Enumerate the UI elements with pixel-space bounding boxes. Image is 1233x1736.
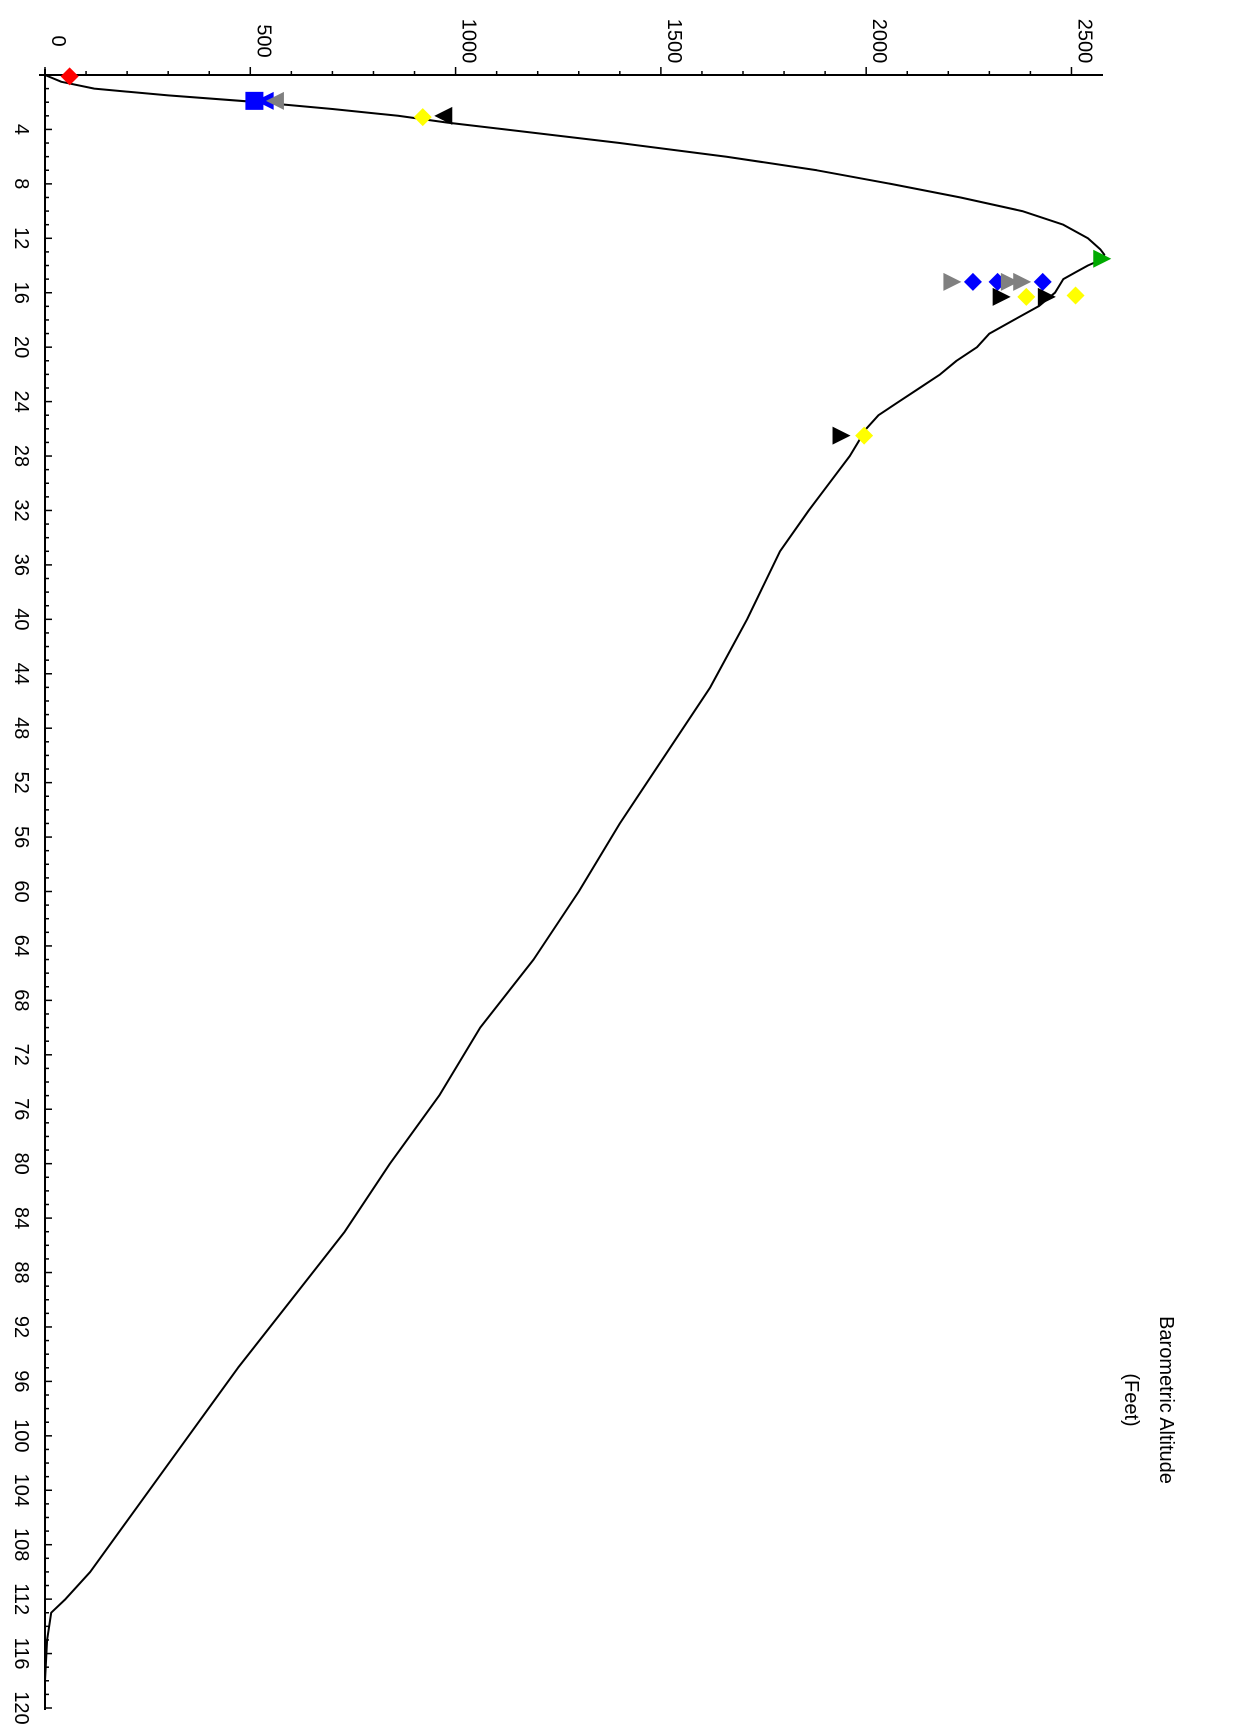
triangle-marker [1000,272,1019,291]
square-marker [245,91,264,110]
y-axis: 0 500 1000 1500 2000 2500 [39,19,1103,76]
diamond-marker [855,426,874,445]
marker-layer [60,67,1112,445]
x-tick-label: 68 [10,989,32,1011]
x-tick-label: 88 [10,1261,32,1283]
x-tick-label: 72 [10,1044,32,1066]
legend-label-line1: Barometric Altitude [1155,1316,1177,1484]
triangle-marker [255,91,274,110]
x-tick-label: 44 [10,663,32,685]
x-tick-label: 108 [10,1528,32,1561]
x-tick-label: 80 [10,1153,32,1175]
y-tick-label: 500 [252,24,274,57]
triangle-marker [1093,249,1112,268]
x-tick-label: 8 [10,178,32,189]
y-tick-label: 1500 [663,19,685,64]
x-tick-label: 12 [10,227,32,249]
x-tick-label: 20 [10,336,32,358]
x-tick-label: 28 [10,445,32,467]
y-tick-label: 2000 [868,19,890,64]
x-tick-label: 104 [10,1474,32,1507]
x-tick-label: 112 [10,1583,32,1615]
x-tick-label: 4 [10,124,32,135]
x-tick-label: 64 [10,935,32,957]
triangle-marker [992,287,1011,306]
diamond-marker [1033,272,1052,291]
x-tick-label: 52 [10,772,32,794]
x-tick-label: 32 [10,499,32,521]
x-tick-label: 116 [10,1638,32,1670]
diamond-marker [1066,286,1085,305]
x-tick-label: 92 [10,1316,32,1338]
x-tick-label: 56 [10,826,32,848]
x-tick-label: 16 [10,282,32,304]
x-tick-label: 24 [10,390,32,412]
x-tick-label: 48 [10,717,32,739]
y-tick-label: 2500 [1073,19,1095,64]
x-tick-label: 100 [10,1419,32,1452]
x-tick-label: 36 [10,554,32,576]
x-tick-label: 120 [10,1691,32,1724]
y-tick-label: 0 [47,35,69,46]
triangle-marker [943,272,962,291]
x-tick-label: 60 [10,880,32,902]
series-layer [44,74,1106,1708]
x-tick-label: 96 [10,1370,32,1392]
x-tick-label: 76 [10,1098,32,1120]
x-tick-label: 84 [10,1207,32,1229]
triangle-marker [1037,287,1056,306]
legend: Barometric Altitude (Feet) [1120,1316,1177,1484]
triangle-marker [434,106,453,125]
y-tick-label: 1000 [458,19,480,64]
triangle-marker [1013,272,1032,291]
diamond-marker [413,108,432,127]
legend-label-line2: (Feet) [1120,1373,1142,1426]
diamond-marker [1017,287,1036,306]
altitude-series-line [44,74,1106,1708]
triangle-marker [265,91,284,110]
x-axis: 4812162024283236404448525660646872768084… [10,69,52,1725]
diamond-marker [963,272,982,291]
x-tick-label: 40 [10,608,32,630]
triangle-marker [832,426,851,445]
diamond-marker [60,67,79,86]
